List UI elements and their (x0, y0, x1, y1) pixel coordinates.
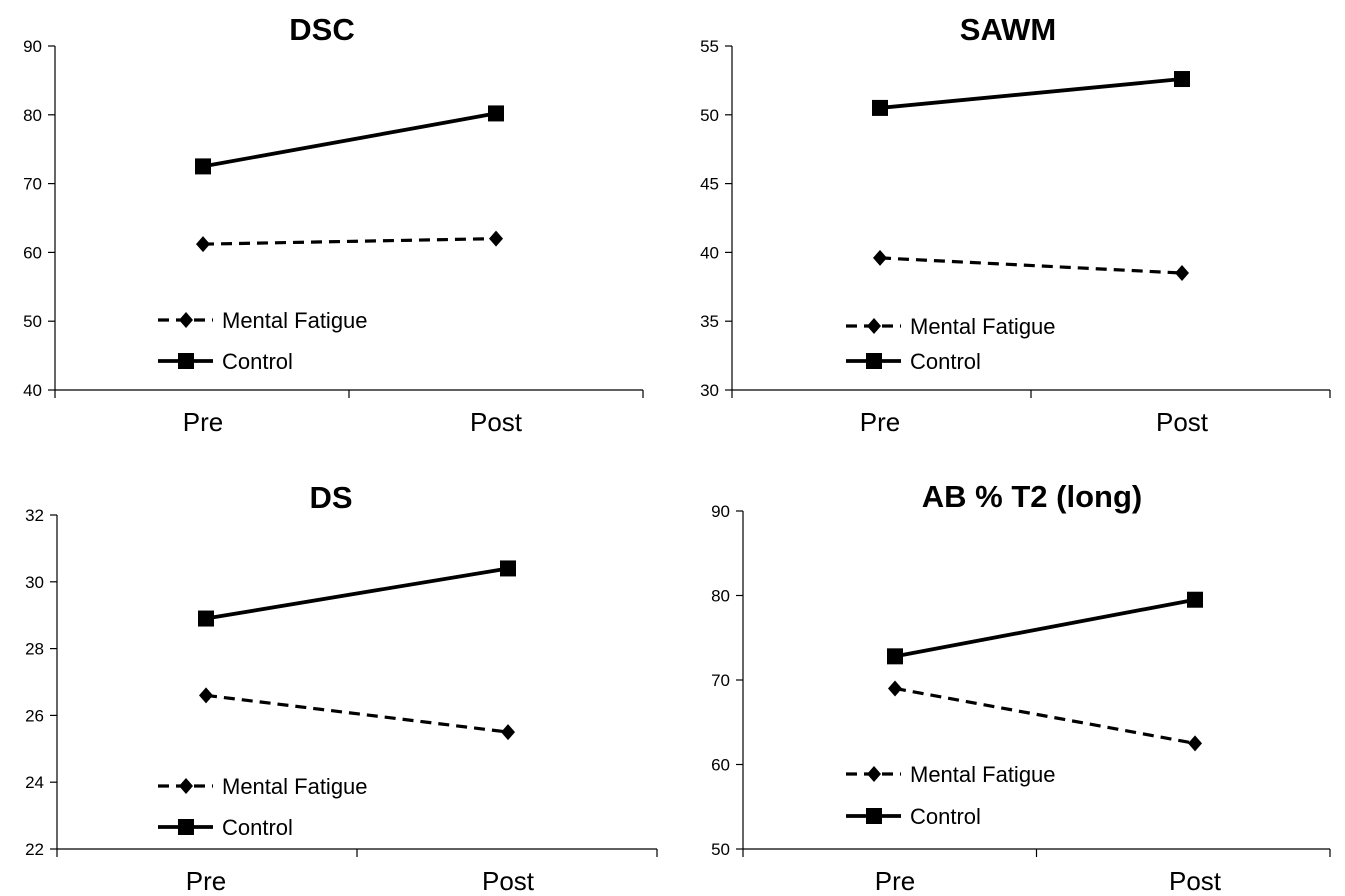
y-tick-label: 50 (711, 840, 730, 859)
legend-marker-diamond (179, 312, 193, 328)
y-tick-label: 60 (23, 243, 42, 262)
y-tick-label: 40 (23, 381, 42, 400)
y-tick-label: 60 (711, 756, 730, 775)
data-point-mental-fatigue (873, 249, 887, 266)
data-point-mental-fatigue (489, 230, 503, 247)
data-point-mental-fatigue (888, 680, 902, 697)
x-tick-label: Pre (186, 866, 226, 896)
y-tick-label: 30 (700, 381, 719, 400)
x-tick-label: Post (470, 407, 523, 437)
chart-title: DSC (289, 12, 354, 47)
y-tick-label: 35 (700, 312, 719, 331)
data-point-mental-fatigue (1175, 265, 1189, 282)
legend-marker-diamond (867, 318, 881, 334)
x-tick-label: Post (1156, 407, 1209, 437)
legend-label: Mental Fatigue (222, 774, 368, 799)
legend-label: Control (222, 349, 293, 374)
legend-marker-diamond (867, 766, 881, 782)
legend-marker-square (866, 808, 882, 824)
data-point-control (195, 158, 211, 175)
legend-label: Mental Fatigue (910, 314, 1056, 339)
data-point-control (198, 610, 214, 627)
data-point-control (488, 105, 504, 122)
data-point-mental-fatigue (1188, 735, 1202, 752)
data-point-control (872, 99, 888, 116)
legend-marker-diamond (179, 778, 193, 794)
x-tick-label: Post (482, 866, 535, 896)
x-tick-label: Pre (183, 407, 223, 437)
data-point-control (500, 560, 516, 577)
legend-marker-square (178, 819, 194, 835)
y-tick-label: 55 (700, 37, 719, 56)
data-point-control (1187, 591, 1203, 608)
y-tick-label: 22 (25, 840, 44, 859)
legend-marker-square (866, 353, 882, 369)
legend: Mental Fatigue Control (158, 774, 368, 840)
y-tick-label: 50 (23, 312, 42, 331)
chart-panel-1: DSC 40 50 60 70 80 90 Pre Post Mental Fatigue Cont… (23, 12, 644, 437)
y-tick-label: 80 (23, 106, 42, 125)
series-line-control (202, 111, 497, 169)
series-line-mental-fatigue (205, 693, 509, 734)
chart-panel-2: SAWM 30 35 40 45 50 55 Pre Post Mental Fatigue Con… (700, 12, 1331, 437)
data-point-mental-fatigue (501, 724, 515, 741)
series-line-mental-fatigue (202, 237, 497, 246)
series-line-mental-fatigue (879, 256, 1183, 275)
legend-marker-square (178, 353, 194, 369)
series-line-control (894, 597, 1196, 659)
data-point-control (1174, 71, 1190, 88)
y-tick-label: 24 (25, 773, 44, 792)
series-line-control (205, 566, 509, 621)
y-tick-label: 50 (700, 106, 719, 125)
y-tick-label: 70 (711, 671, 730, 690)
x-tick-label: Pre (875, 866, 915, 896)
data-point-control (887, 648, 903, 665)
chart-title: DS (309, 480, 352, 515)
data-point-mental-fatigue (196, 236, 210, 253)
y-tick-label: 32 (25, 506, 44, 525)
data-point-mental-fatigue (199, 687, 213, 704)
y-tick-label: 26 (25, 706, 44, 725)
series-line-control (879, 77, 1183, 110)
legend-label: Mental Fatigue (222, 308, 368, 333)
chart-panel-4: AB % T2 (long) 50 60 70 80 90 Pre Post Mental Fa… (711, 479, 1331, 896)
x-tick-label: Pre (860, 407, 900, 437)
y-tick-label: 90 (23, 37, 42, 56)
legend: Mental Fatigue Control (158, 308, 368, 374)
y-tick-label: 45 (700, 175, 719, 194)
y-tick-label: 40 (700, 243, 719, 262)
x-tick-label: Post (1169, 866, 1222, 896)
y-tick-label: 30 (25, 573, 44, 592)
y-tick-label: 28 (25, 640, 44, 659)
y-tick-label: 80 (711, 587, 730, 606)
chart-title: AB % T2 (long) (922, 479, 1142, 514)
legend-label: Control (910, 804, 981, 829)
legend: Mental Fatigue Control (846, 314, 1056, 374)
legend: Mental Fatigue Control (846, 762, 1056, 829)
legend-label: Mental Fatigue (910, 762, 1056, 787)
y-tick-label: 70 (23, 175, 42, 194)
series-line-mental-fatigue (894, 686, 1196, 745)
legend-label: Control (910, 349, 981, 374)
chart-title: SAWM (960, 12, 1056, 47)
y-tick-label: 90 (711, 502, 730, 521)
chart-panel-3: DS 22 24 26 28 30 32 Pre Post Mental Fatigue Contr… (25, 480, 658, 896)
legend-label: Control (222, 815, 293, 840)
